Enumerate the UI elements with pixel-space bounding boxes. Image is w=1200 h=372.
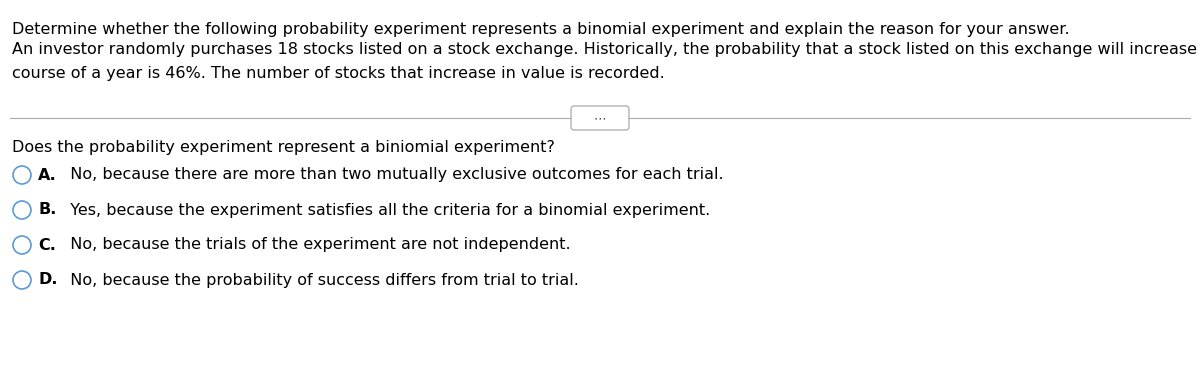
Text: No, because the trials of the experiment are not independent.: No, because the trials of the experiment… (60, 237, 571, 253)
Text: A.: A. (38, 167, 56, 183)
Text: No, because there are more than two mutually exclusive outcomes for each trial.: No, because there are more than two mutu… (60, 167, 724, 183)
Text: B.: B. (38, 202, 56, 218)
Circle shape (13, 236, 31, 254)
Circle shape (13, 166, 31, 184)
Text: D.: D. (38, 273, 58, 288)
Text: course of a year is 46%. The number of stocks that increase in value is recorded: course of a year is 46%. The number of s… (12, 66, 665, 81)
Text: An investor randomly purchases 18 stocks listed on a stock exchange. Historicall: An investor randomly purchases 18 stocks… (12, 42, 1200, 57)
Text: Determine whether the following probability experiment represents a binomial exp: Determine whether the following probabil… (12, 22, 1069, 37)
FancyBboxPatch shape (571, 106, 629, 130)
Text: ⋯: ⋯ (594, 112, 606, 125)
Text: No, because the probability of success differs from trial to trial.: No, because the probability of success d… (60, 273, 578, 288)
Circle shape (13, 201, 31, 219)
Text: C.: C. (38, 237, 56, 253)
Circle shape (13, 271, 31, 289)
Text: Yes, because the experiment satisfies all the criteria for a binomial experiment: Yes, because the experiment satisfies al… (60, 202, 710, 218)
Text: Does the probability experiment represent a biniomial experiment?: Does the probability experiment represen… (12, 140, 554, 155)
